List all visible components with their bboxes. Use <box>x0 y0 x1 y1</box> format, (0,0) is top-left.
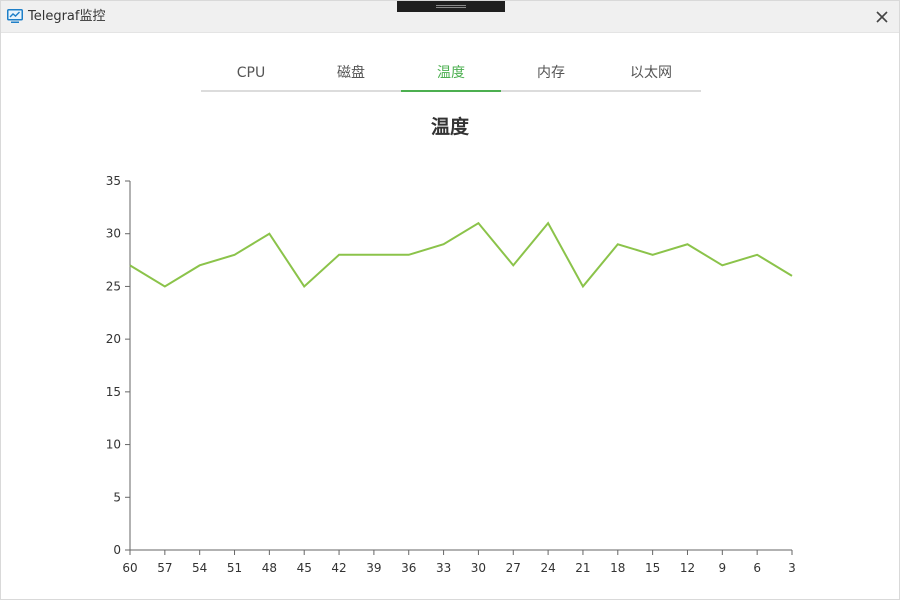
tab-disk[interactable]: 磁盘 <box>337 65 365 81</box>
x-tick-label: 27 <box>506 561 521 575</box>
title-bar[interactable]: Telegraf监控 <box>1 1 899 33</box>
close-button[interactable] <box>871 6 893 28</box>
tab-bar: CPU 磁盘 温度 内存 以太网 <box>201 59 701 92</box>
tab-ethernet[interactable]: 以太网 <box>630 65 672 81</box>
close-icon <box>876 11 888 23</box>
x-tick-label: 60 <box>122 561 137 575</box>
window-title: Telegraf监控 <box>28 9 106 24</box>
drag-handle-line <box>436 5 466 6</box>
drag-handle-line <box>436 7 466 8</box>
y-tick-label: 15 <box>106 385 121 399</box>
y-tick-label: 0 <box>113 543 121 557</box>
x-tick-label: 42 <box>331 561 346 575</box>
x-tick-label: 6 <box>753 561 761 575</box>
x-tick-label: 15 <box>645 561 660 575</box>
x-tick-label: 54 <box>192 561 207 575</box>
chart-title: 温度 <box>430 116 469 138</box>
temperature-series-line <box>129 221 793 289</box>
monitor-chart-icon <box>7 9 23 23</box>
tab-temperature[interactable]: 温度 <box>401 59 501 92</box>
tab-cpu[interactable]: CPU <box>236 65 266 81</box>
x-tick-label: 12 <box>680 561 695 575</box>
y-tick-label: 25 <box>106 279 121 293</box>
x-tick-label: 57 <box>157 561 172 575</box>
y-tick-label: 35 <box>106 174 121 188</box>
y-tick-label: 10 <box>106 438 121 452</box>
x-tick-label: 18 <box>610 561 625 575</box>
drag-handle[interactable] <box>397 1 505 12</box>
tab-memory[interactable]: 内存 <box>537 65 565 81</box>
x-tick-label: 9 <box>718 561 726 575</box>
x-tick-label: 33 <box>436 561 451 575</box>
x-tick-label: 51 <box>227 561 242 575</box>
x-tick-label: 30 <box>471 561 486 575</box>
x-tick-label: 21 <box>575 561 590 575</box>
x-tick-label: 3 <box>788 561 796 575</box>
x-tick-label: 45 <box>297 561 312 575</box>
y-tick-label: 30 <box>106 227 121 241</box>
x-tick-label: 48 <box>262 561 277 575</box>
x-tick-label: 36 <box>401 561 416 575</box>
y-tick-label: 5 <box>113 490 121 504</box>
x-tick-label: 39 <box>366 561 381 575</box>
y-tick-label: 20 <box>106 332 121 346</box>
x-tick-label: 24 <box>540 561 555 575</box>
